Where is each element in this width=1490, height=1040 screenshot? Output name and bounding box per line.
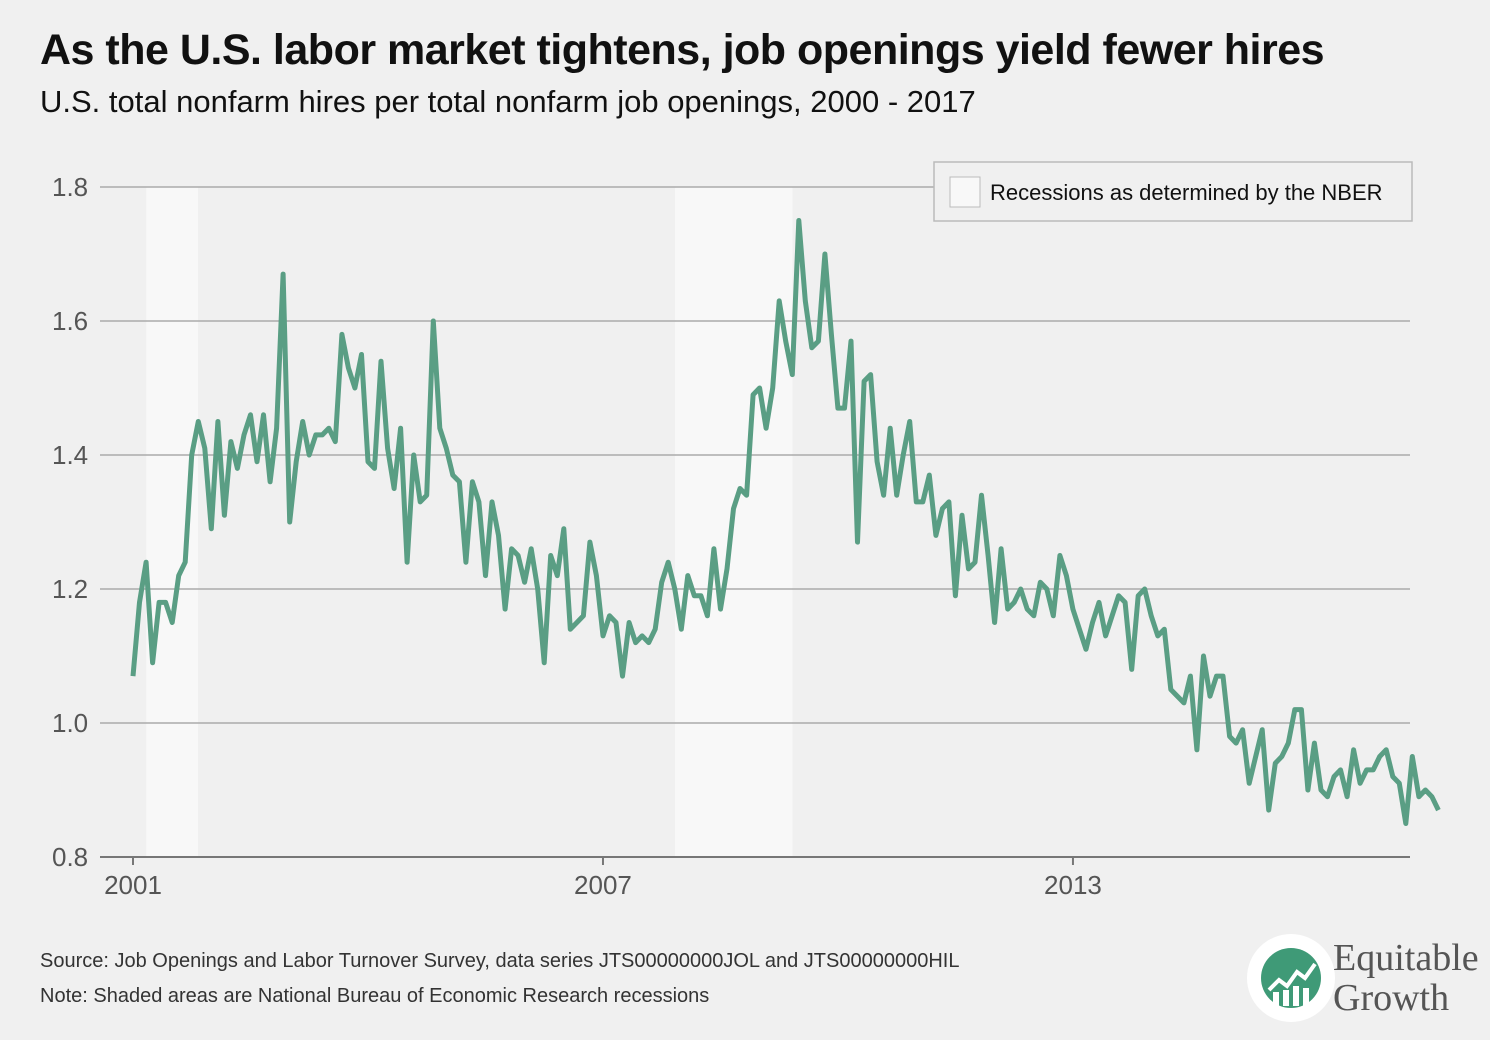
recession-band	[146, 187, 199, 857]
logo-line-2: Growth	[1333, 977, 1450, 1019]
legend-swatch-recession	[949, 176, 981, 208]
y-tick-label: 1.2	[52, 574, 88, 604]
y-tick-label: 1.8	[52, 172, 88, 202]
y-tick-label: 1.4	[52, 440, 88, 470]
logo-wordmark: Equitable Growth	[1333, 938, 1479, 1018]
y-tick-label: 1.6	[52, 306, 88, 336]
x-tick-label: 2013	[1044, 870, 1102, 900]
gridlines	[100, 186, 1410, 858]
y-tick-label: 0.8	[52, 842, 88, 872]
legend-label: Recessions as determined by the NBER	[990, 180, 1383, 205]
line-chart: 0.8 1.0 1.2 1.4 1.6 1.8 2001 2007 2013 Recessio…	[52, 161, 1441, 900]
chart-title: As the U.S. labor market tightens, job o…	[40, 26, 1325, 74]
legend-box	[933, 161, 1413, 222]
series-layer	[130, 218, 1441, 826]
x-tick-label: 2007	[574, 870, 632, 900]
y-tick-label: 1.0	[52, 708, 88, 738]
x-tick-label: 2001	[104, 870, 162, 900]
chart-subtitle: U.S. total nonfarm hires per total nonfa…	[40, 84, 976, 119]
growth-chart-icon	[1247, 934, 1335, 1022]
y-axis-ticks: 0.8 1.0 1.2 1.4 1.6 1.8	[52, 172, 88, 872]
footnote: Note: Shaded areas are National Bureau o…	[40, 985, 710, 1007]
source-note: Source: Job Openings and Labor Turnover …	[40, 950, 960, 972]
x-axis-ticks: 2001 2007 2013	[104, 857, 1102, 900]
equitable-growth-logo: Equitable Growth	[1247, 934, 1487, 1024]
logo-line-1: Equitable	[1333, 937, 1479, 979]
legend: Recessions as determined by the NBER	[933, 161, 1413, 222]
series-line	[130, 218, 1441, 826]
